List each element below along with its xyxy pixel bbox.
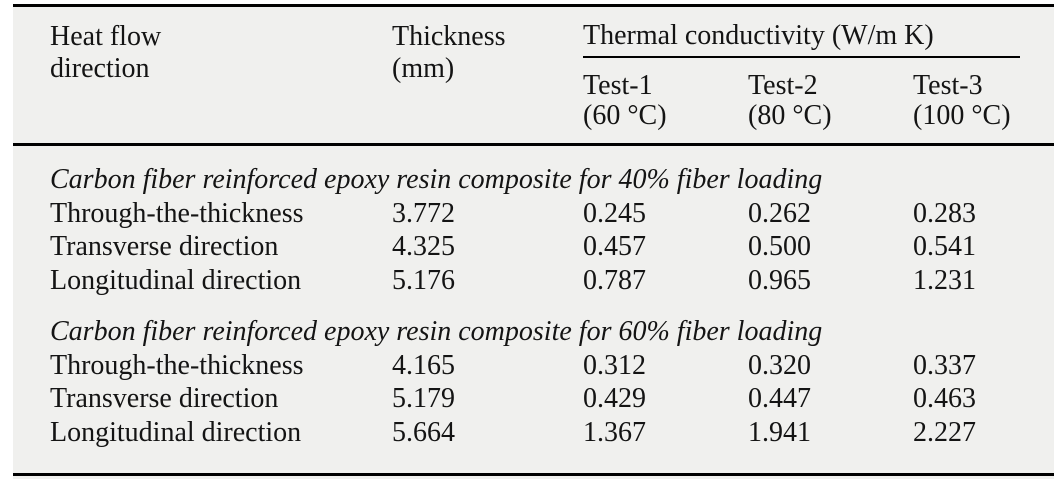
header-label-thickness: Thickness (mm) — [392, 21, 506, 84]
cell-test-3: 0.283 — [913, 197, 976, 229]
table-row: Longitudinal direction 5.664 1.367 1.941… — [50, 416, 1054, 450]
subheader-test-3-name: Test-3 — [913, 70, 983, 101]
table-header-row: Heat flow direction Thickness (mm) Therm… — [13, 7, 1054, 146]
header-label-thermal-conductivity: Thermal conductivity (W/m K) — [583, 21, 1020, 58]
section-title-40-percent: Carbon fiber reinforced epoxy resin comp… — [50, 164, 823, 195]
cell-thickness: 4.165 — [392, 349, 455, 381]
header-label-heat-flow-direction: Heat flow direction — [50, 21, 162, 84]
cell-thickness: 4.325 — [392, 231, 455, 262]
subheader-test-1-name: Test-1 — [583, 70, 653, 101]
cell-test-2: 0.965 — [748, 264, 811, 296]
cell-test-3: 0.463 — [913, 383, 976, 414]
header-cell-thickness: Thickness (mm) — [392, 21, 583, 85]
cell-direction: Transverse direction — [50, 231, 279, 262]
section-title-60-percent: Carbon fiber reinforced epoxy resin comp… — [50, 316, 823, 347]
cell-test-1: 0.245 — [583, 197, 646, 229]
cell-test-2: 0.320 — [748, 349, 811, 381]
subheader-cell-test-1: Test-1 (60 °C) — [583, 71, 748, 131]
cell-test-1: 0.312 — [583, 349, 646, 381]
subheader-row: Test-1 (60 °C) Test-2 (80 °C) Test-3 (10… — [583, 71, 1053, 131]
cell-test-1: 0.457 — [583, 231, 646, 262]
cell-test-2: 0.262 — [748, 197, 811, 229]
cell-direction: Longitudinal direction — [50, 264, 302, 296]
cell-thickness: 5.176 — [392, 264, 455, 296]
subheader-cell-test-2: Test-2 (80 °C) — [748, 71, 913, 131]
cell-test-3: 0.541 — [913, 231, 976, 262]
cell-direction: Transverse direction — [50, 383, 279, 414]
cell-test-2: 1.941 — [748, 416, 811, 448]
cell-direction: Through-the-thickness — [50, 349, 304, 381]
header-cell-heat-flow-direction: Heat flow direction — [50, 21, 392, 85]
table-body: Carbon fiber reinforced epoxy resin comp… — [13, 146, 1054, 449]
subheader-cell-test-3: Test-3 (100 °C) — [913, 71, 1053, 131]
table-row: Through-the-thickness 3.772 0.245 0.262 … — [50, 197, 1054, 231]
subheader-test-2-temp: (80 °C) — [748, 100, 832, 131]
cell-thickness: 5.179 — [392, 383, 455, 414]
cell-test-3: 2.227 — [913, 416, 976, 448]
cell-direction: Longitudinal direction — [50, 416, 302, 448]
subheader-test-3-temp: (100 °C) — [913, 100, 1011, 131]
cell-test-2: 0.500 — [748, 231, 811, 262]
subheader-test-1-temp: (60 °C) — [583, 100, 667, 131]
cell-thickness: 5.664 — [392, 416, 455, 448]
table-row: Transverse direction 5.179 0.429 0.447 0… — [50, 382, 1054, 416]
cell-test-2: 0.447 — [748, 383, 811, 414]
cell-test-3: 0.337 — [913, 349, 976, 381]
thermal-conductivity-table: Heat flow direction Thickness (mm) Therm… — [13, 4, 1054, 479]
table-row: Transverse direction 4.325 0.457 0.500 0… — [50, 230, 1054, 264]
header-group-thermal-conductivity: Thermal conductivity (W/m K) Test-1 (60 … — [583, 21, 1053, 131]
cell-test-1: 1.367 — [583, 416, 646, 448]
cell-test-3: 1.231 — [913, 264, 976, 296]
table-bottom-rule — [13, 473, 1054, 476]
table-row: Through-the-thickness 4.165 0.312 0.320 … — [50, 349, 1054, 383]
cell-direction: Through-the-thickness — [50, 197, 304, 229]
cell-thickness: 3.772 — [392, 197, 455, 229]
table-row: Longitudinal direction 5.176 0.787 0.965… — [50, 264, 1054, 298]
cell-test-1: 0.787 — [583, 264, 646, 296]
subheader-test-2-name: Test-2 — [748, 70, 818, 101]
cell-test-1: 0.429 — [583, 383, 646, 414]
